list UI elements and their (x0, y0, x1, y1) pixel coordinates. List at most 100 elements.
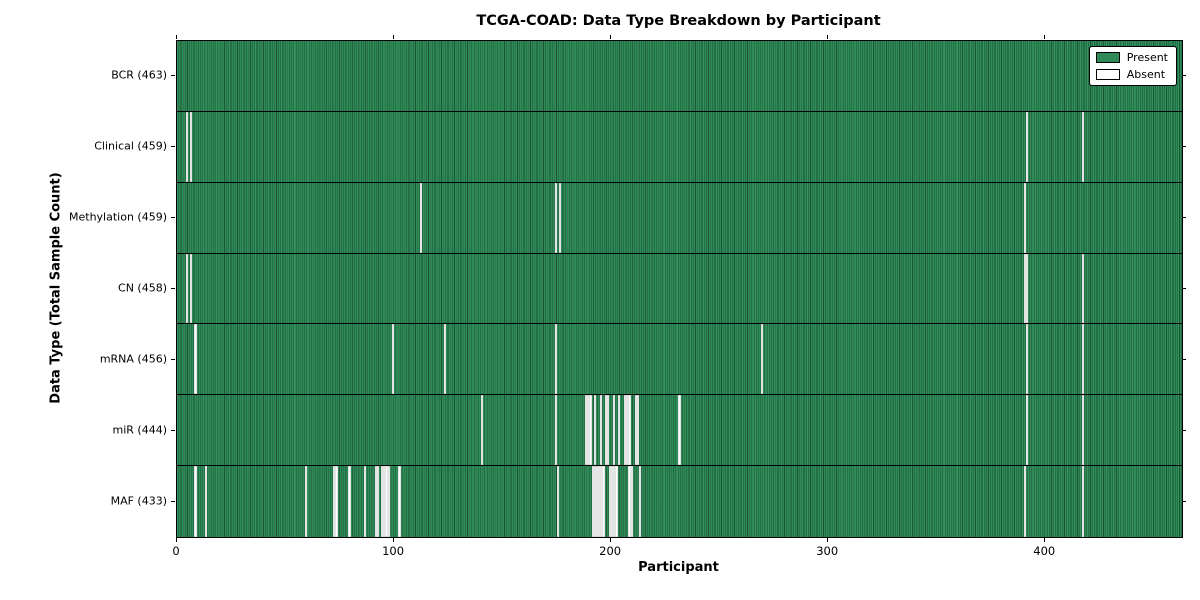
absent-bar (554, 395, 557, 466)
absent-bar (630, 466, 633, 537)
absent-bar (608, 466, 612, 537)
y-tick-left (171, 75, 175, 77)
x-tick-top (393, 35, 395, 39)
absent-bar (205, 466, 208, 537)
legend-item-absent: Absent (1095, 68, 1168, 81)
absent-bar (598, 466, 601, 537)
y-tick-left (171, 500, 175, 502)
absent-bar (335, 466, 338, 537)
absent-bar (194, 466, 197, 537)
absent-bar (637, 395, 640, 466)
y-tick-label: Methylation (459) (69, 210, 167, 224)
x-tick-bottom (610, 538, 612, 542)
absent-bar (333, 466, 336, 537)
absent-bar (348, 466, 351, 537)
absent-bar (1025, 111, 1028, 182)
y-tick-label: CN (458) (118, 281, 167, 295)
legend-label-present: Present (1126, 51, 1168, 64)
absent-bar (556, 466, 560, 537)
absent-bar (305, 466, 308, 537)
absent-bar (593, 466, 596, 537)
absent-bar (1023, 182, 1026, 253)
absent-bar (194, 324, 197, 395)
y-tick-label: Clinical (459) (94, 139, 167, 153)
absent-bar (1082, 111, 1085, 182)
absent-swatch-icon (1095, 69, 1120, 80)
absent-bar (190, 253, 193, 324)
x-tick-top (827, 35, 829, 39)
y-tick-right (1182, 358, 1186, 360)
absent-bar (604, 395, 607, 466)
x-tick-top (1044, 35, 1046, 39)
y-tick-left (171, 217, 175, 219)
y-tick-left (171, 358, 175, 360)
y-tick-right (1182, 217, 1186, 219)
absent-bar (613, 395, 616, 466)
row-band-BCR (177, 41, 1182, 112)
absent-bar (587, 395, 590, 466)
x-tick-bottom (827, 538, 829, 542)
x-tick-top (610, 35, 612, 39)
absent-bar (376, 466, 379, 537)
row-band-CN (177, 253, 1182, 325)
row-band-Clinical (177, 111, 1182, 183)
absent-bar (624, 395, 627, 466)
legend-label-absent: Absent (1126, 68, 1166, 81)
absent-bar (606, 395, 609, 466)
row-band-Methylation (177, 182, 1182, 254)
y-tick-left (171, 146, 175, 148)
absent-bar (1025, 395, 1028, 466)
row-container (177, 41, 1182, 537)
absent-bar (1082, 395, 1085, 466)
absent-bar (600, 395, 603, 466)
x-axis-label: Participant (638, 560, 719, 575)
y-tick-right (1182, 288, 1186, 289)
absent-bar (600, 466, 603, 537)
y-tick-label: miR (444) (112, 423, 168, 437)
x-tick-label: 300 (816, 544, 839, 558)
absent-bar (1082, 253, 1085, 324)
y-tick-label: BCR (463) (111, 68, 167, 82)
absent-bar (190, 111, 193, 182)
absent-bar (611, 466, 614, 537)
x-tick-label: 200 (599, 544, 622, 558)
absent-bar (628, 466, 631, 537)
x-tick-label: 0 (172, 544, 180, 558)
legend-item-present: Present (1095, 51, 1168, 64)
x-tick-top (176, 35, 177, 39)
x-tick-bottom (176, 538, 177, 542)
absent-bar (639, 466, 642, 537)
x-tick-bottom (393, 538, 395, 542)
absent-bar (613, 466, 616, 537)
absent-bar (626, 395, 629, 466)
absent-bar (185, 253, 188, 324)
absent-bar (387, 466, 390, 537)
row-band-miR (177, 395, 1182, 467)
absent-bar (381, 466, 384, 537)
y-tick-left (171, 429, 175, 431)
absent-bar (391, 324, 395, 395)
chart-title: TCGA-COAD: Data Type Breakdown by Partic… (476, 13, 881, 29)
row-band-mRNA (177, 324, 1182, 396)
absent-bar (385, 466, 388, 537)
row-band-MAF (177, 466, 1182, 537)
absent-bar (185, 111, 188, 182)
legend: Present Absent (1088, 46, 1177, 86)
absent-bar (383, 466, 386, 537)
absent-bar (591, 466, 594, 537)
absent-bar (1023, 253, 1026, 324)
y-tick-right (1182, 146, 1186, 148)
absent-bar (1025, 253, 1028, 324)
y-tick-right (1182, 500, 1186, 502)
x-tick-label: 400 (1033, 544, 1056, 558)
absent-bar (1023, 466, 1026, 537)
y-tick-right (1182, 429, 1186, 431)
absent-bar (363, 466, 366, 537)
absent-bar (480, 395, 484, 466)
absent-bar (1082, 466, 1085, 537)
present-swatch-icon (1095, 52, 1120, 63)
plot-area: Present Absent (176, 40, 1183, 538)
absent-bar (398, 466, 401, 537)
y-tick-left (171, 288, 175, 289)
